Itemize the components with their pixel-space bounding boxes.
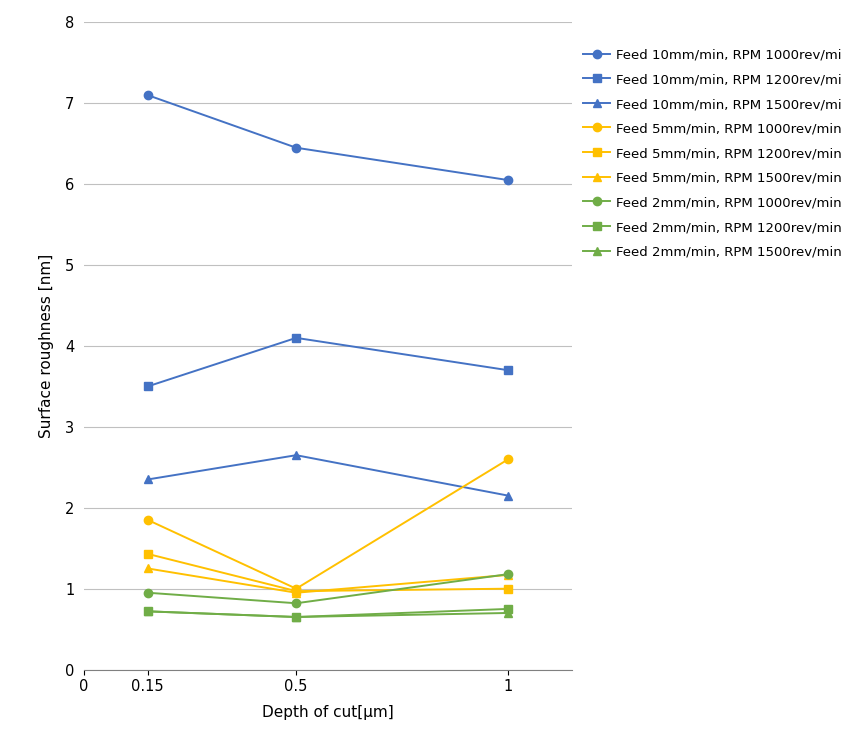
Feed 2mm/min, RPM 1500rev/min: [291, 612, 301, 621]
Feed 10mm/min, RPM 1500rev/min: [503, 491, 513, 500]
Line: Feed 10mm/min, RPM 1200rev/min: Feed 10mm/min, RPM 1200rev/min: [144, 334, 512, 391]
Line: Feed 2mm/min, RPM 1200rev/min: Feed 2mm/min, RPM 1200rev/min: [144, 605, 512, 621]
Feed 5mm/min, RPM 1200rev/min: [291, 587, 301, 596]
Feed 2mm/min, RPM 1500rev/min: [143, 607, 153, 616]
Line: Feed 10mm/min, RPM 1000rev/min: Feed 10mm/min, RPM 1000rev/min: [144, 91, 512, 185]
Feed 10mm/min, RPM 1000rev/min: [503, 176, 513, 185]
Feed 5mm/min, RPM 1000rev/min: [503, 455, 513, 464]
Feed 2mm/min, RPM 1500rev/min: [503, 609, 513, 618]
Feed 5mm/min, RPM 1000rev/min: [143, 516, 153, 525]
Legend: Feed 10mm/min, RPM 1000rev/min, Feed 10mm/min, RPM 1200rev/min, Feed 10mm/min, R: Feed 10mm/min, RPM 1000rev/min, Feed 10m…: [584, 48, 841, 259]
Feed 10mm/min, RPM 1000rev/min: [143, 91, 153, 100]
Feed 10mm/min, RPM 1200rev/min: [291, 333, 301, 342]
Line: Feed 2mm/min, RPM 1500rev/min: Feed 2mm/min, RPM 1500rev/min: [144, 607, 512, 621]
Line: Feed 5mm/min, RPM 1000rev/min: Feed 5mm/min, RPM 1000rev/min: [144, 455, 512, 593]
Line: Feed 2mm/min, RPM 1000rev/min: Feed 2mm/min, RPM 1000rev/min: [144, 570, 512, 607]
Line: Feed 10mm/min, RPM 1500rev/min: Feed 10mm/min, RPM 1500rev/min: [144, 451, 512, 500]
Feed 2mm/min, RPM 1200rev/min: [503, 604, 513, 613]
Feed 5mm/min, RPM 1500rev/min: [143, 564, 153, 573]
Y-axis label: Surface roughness [nm]: Surface roughness [nm]: [39, 254, 54, 438]
Feed 5mm/min, RPM 1500rev/min: [503, 571, 513, 580]
Feed 10mm/min, RPM 1200rev/min: [143, 382, 153, 391]
Feed 10mm/min, RPM 1500rev/min: [143, 475, 153, 484]
Feed 5mm/min, RPM 1500rev/min: [291, 589, 301, 597]
Feed 2mm/min, RPM 1000rev/min: [503, 570, 513, 579]
X-axis label: Depth of cut[μm]: Depth of cut[μm]: [262, 705, 394, 720]
Feed 2mm/min, RPM 1200rev/min: [291, 612, 301, 621]
Feed 2mm/min, RPM 1000rev/min: [143, 589, 153, 597]
Feed 2mm/min, RPM 1000rev/min: [291, 599, 301, 608]
Feed 5mm/min, RPM 1200rev/min: [503, 584, 513, 593]
Line: Feed 5mm/min, RPM 1200rev/min: Feed 5mm/min, RPM 1200rev/min: [144, 550, 512, 595]
Feed 10mm/min, RPM 1200rev/min: [503, 366, 513, 375]
Feed 10mm/min, RPM 1000rev/min: [291, 144, 301, 153]
Feed 2mm/min, RPM 1200rev/min: [143, 607, 153, 616]
Feed 5mm/min, RPM 1000rev/min: [291, 584, 301, 593]
Feed 5mm/min, RPM 1200rev/min: [143, 549, 153, 558]
Feed 10mm/min, RPM 1500rev/min: [291, 451, 301, 460]
Line: Feed 5mm/min, RPM 1500rev/min: Feed 5mm/min, RPM 1500rev/min: [144, 564, 512, 597]
